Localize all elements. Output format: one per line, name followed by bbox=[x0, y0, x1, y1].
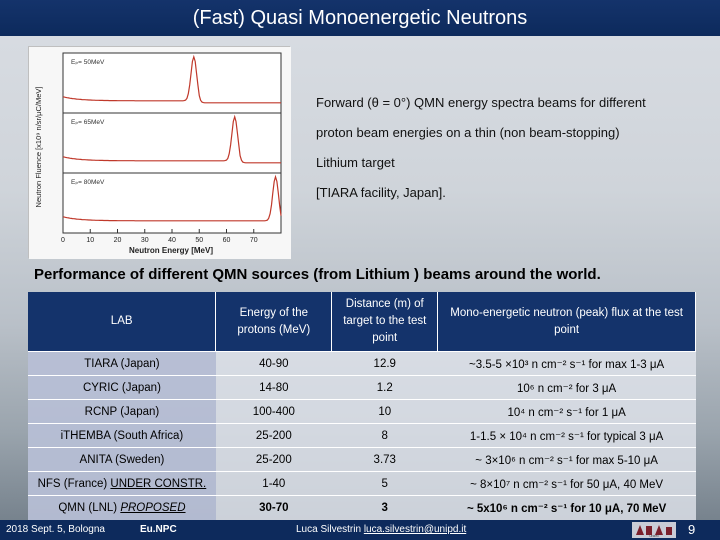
cell-flux: ~ 3×10⁶ n cm⁻² s⁻¹ for max 5-10 μA bbox=[437, 447, 696, 472]
logo-text: UNIPD bbox=[649, 534, 659, 538]
caption-line: proton beam energies on a thin (non beam… bbox=[316, 125, 620, 140]
cell-lab: RCNP (Japan) bbox=[28, 399, 216, 424]
slide-footer: 2018 Sept. 5, Bologna Eu.NPC Luca Silves… bbox=[0, 520, 720, 540]
table-row: ANITA (Sweden) 25-200 3.73 ~ 3×10⁶ n cm⁻… bbox=[28, 447, 696, 472]
cell-flux: ~ 8×10⁷ n cm⁻² s⁻¹ for 50 μA, 40 MeV bbox=[437, 471, 696, 496]
lab-status: UNDER CONSTR. bbox=[110, 477, 207, 490]
table-row: NFS (France) UNDER CONSTR. 1-40 5 ~ 8×10… bbox=[28, 471, 696, 496]
cell-flux: 10⁴ n cm⁻² s⁻¹ for 1 μA bbox=[437, 399, 696, 424]
table-header-row: LAB Energy of the protons (MeV) Distance… bbox=[28, 292, 696, 352]
cell-lab: QMN (LNL) PROPOSED bbox=[28, 495, 216, 520]
cell-flux: ~3.5-5 ×10³ n cm⁻² s⁻¹ for max 1-3 μA bbox=[437, 351, 696, 376]
page-number: 9 bbox=[688, 522, 696, 537]
lab-name: NFS (France) bbox=[37, 477, 111, 490]
panel-energy-label: Eₚ= 80MeV bbox=[71, 179, 105, 186]
panel-energy-label: Eₚ= 50MeV bbox=[71, 59, 105, 66]
table-row: QMN (LNL) PROPOSED 30-70 3 ~ 5x10⁶ n cm⁻… bbox=[28, 495, 696, 520]
spectrum-line bbox=[62, 54, 281, 104]
author-name: Luca Silvestrin bbox=[296, 524, 364, 535]
x-tick-label: 20 bbox=[114, 237, 122, 244]
author-email-link[interactable]: luca.silvestrin@unipd.it bbox=[363, 524, 467, 535]
footer-date-place: 2018 Sept. 5, Bologna bbox=[6, 524, 105, 535]
caption-line: Lithium target bbox=[316, 155, 395, 170]
caption-line: Forward (θ = 0°) QMN energy spectra beam… bbox=[316, 95, 646, 110]
cell-lab: TIARA (Japan) bbox=[28, 351, 216, 376]
x-tick-label: 40 bbox=[168, 237, 176, 244]
header-distance: Distance (m) of target to the test point bbox=[331, 292, 439, 352]
slide-title: (Fast) Quasi Monoenergetic Neutrons bbox=[0, 0, 720, 36]
figure-caption: Forward (θ = 0°) QMN energy spectra beam… bbox=[316, 88, 706, 208]
section-title: Performance of different QMN sources (fr… bbox=[34, 266, 601, 283]
table-row: TIARA (Japan) 40-90 12.9 ~3.5-5 ×10³ n c… bbox=[28, 351, 696, 376]
cell-distance: 12.9 bbox=[331, 351, 438, 376]
cell-flux: ~ 5x10⁶ n cm⁻² s⁻¹ for 10 μA, 70 MeV bbox=[437, 495, 696, 520]
lab-status: PROPOSED bbox=[120, 501, 186, 514]
plot-frame bbox=[62, 52, 282, 234]
footer-author: Luca Silvestrin luca.silvestrin@unipd.it bbox=[296, 524, 466, 535]
lab-name: QMN (LNL) bbox=[58, 501, 121, 514]
x-tick-label: 10 bbox=[86, 237, 94, 244]
spectra-plot: 0 10 20 30 40 50 60 70 Eₚ= 50MeV Eₚ= 65MeV Eₚ= 80… bbox=[29, 47, 291, 259]
x-tick-label: 70 bbox=[250, 237, 258, 244]
x-tick-label: 30 bbox=[141, 237, 149, 244]
cell-lab: NFS (France) UNDER CONSTR. bbox=[28, 471, 216, 496]
cell-energy: 30-70 bbox=[215, 495, 332, 520]
cell-lab: CYRIC (Japan) bbox=[28, 375, 216, 400]
cell-flux: 10⁶ n cm⁻² for 3 μA bbox=[437, 375, 696, 400]
table-row: CYRIC (Japan) 14-80 1.2 10⁶ n cm⁻² for 3… bbox=[28, 375, 696, 400]
qmn-sources-table: LAB Energy of the protons (MeV) Distance… bbox=[28, 292, 696, 520]
cell-distance: 10 bbox=[331, 399, 438, 424]
x-axis-label: Neutron Energy [MeV] bbox=[129, 246, 213, 255]
x-tick-label: 60 bbox=[223, 237, 231, 244]
cell-energy: 40-90 bbox=[215, 351, 332, 376]
cell-lab: iTHEMBA (South Africa) bbox=[28, 423, 216, 448]
header-energy: Energy of the protons (MeV) bbox=[215, 292, 333, 352]
spectrum-line bbox=[62, 114, 281, 164]
spectrum-line bbox=[62, 174, 282, 222]
table-row: RCNP (Japan) 100-400 10 10⁴ n cm⁻² s⁻¹ f… bbox=[28, 399, 696, 424]
cell-distance: 3 bbox=[331, 495, 438, 520]
footer-project: Eu.NPC bbox=[140, 524, 177, 535]
table-row: iTHEMBA (South Africa) 25-200 8 1-1.5 × … bbox=[28, 423, 696, 448]
cell-distance: 3.73 bbox=[331, 447, 438, 472]
caption-line: [TIARA facility, Japan]. bbox=[316, 185, 446, 200]
cell-energy: 25-200 bbox=[215, 423, 332, 448]
cell-distance: 5 bbox=[331, 471, 438, 496]
cell-lab: ANITA (Sweden) bbox=[28, 447, 216, 472]
header-lab: LAB bbox=[28, 292, 217, 352]
cell-distance: 8 bbox=[331, 423, 438, 448]
panel-energy-label: Eₚ= 65MeV bbox=[71, 119, 105, 126]
university-logo-icon: UNIPD bbox=[632, 522, 676, 538]
cell-energy: 100-400 bbox=[215, 399, 332, 424]
header-flux: Mono-energetic neutron (peak) flux at th… bbox=[437, 292, 696, 352]
cell-energy: 14-80 bbox=[215, 375, 332, 400]
cell-energy: 1-40 bbox=[215, 471, 332, 496]
spectra-figure: 0 10 20 30 40 50 60 70 Eₚ= 50MeV Eₚ= 65MeV Eₚ= 80… bbox=[28, 46, 291, 259]
cell-energy: 25-200 bbox=[215, 447, 332, 472]
y-axis-label: Neutron Fluence [x10⁹ n/sr/μC/MeV] bbox=[34, 87, 43, 208]
x-tick-label: 50 bbox=[195, 237, 203, 244]
x-tick-label: 0 bbox=[61, 237, 65, 244]
cell-flux: 1-1.5 × 10⁴ n cm⁻² s⁻¹ for typical 3 μA bbox=[437, 423, 696, 448]
cell-distance: 1.2 bbox=[331, 375, 438, 400]
